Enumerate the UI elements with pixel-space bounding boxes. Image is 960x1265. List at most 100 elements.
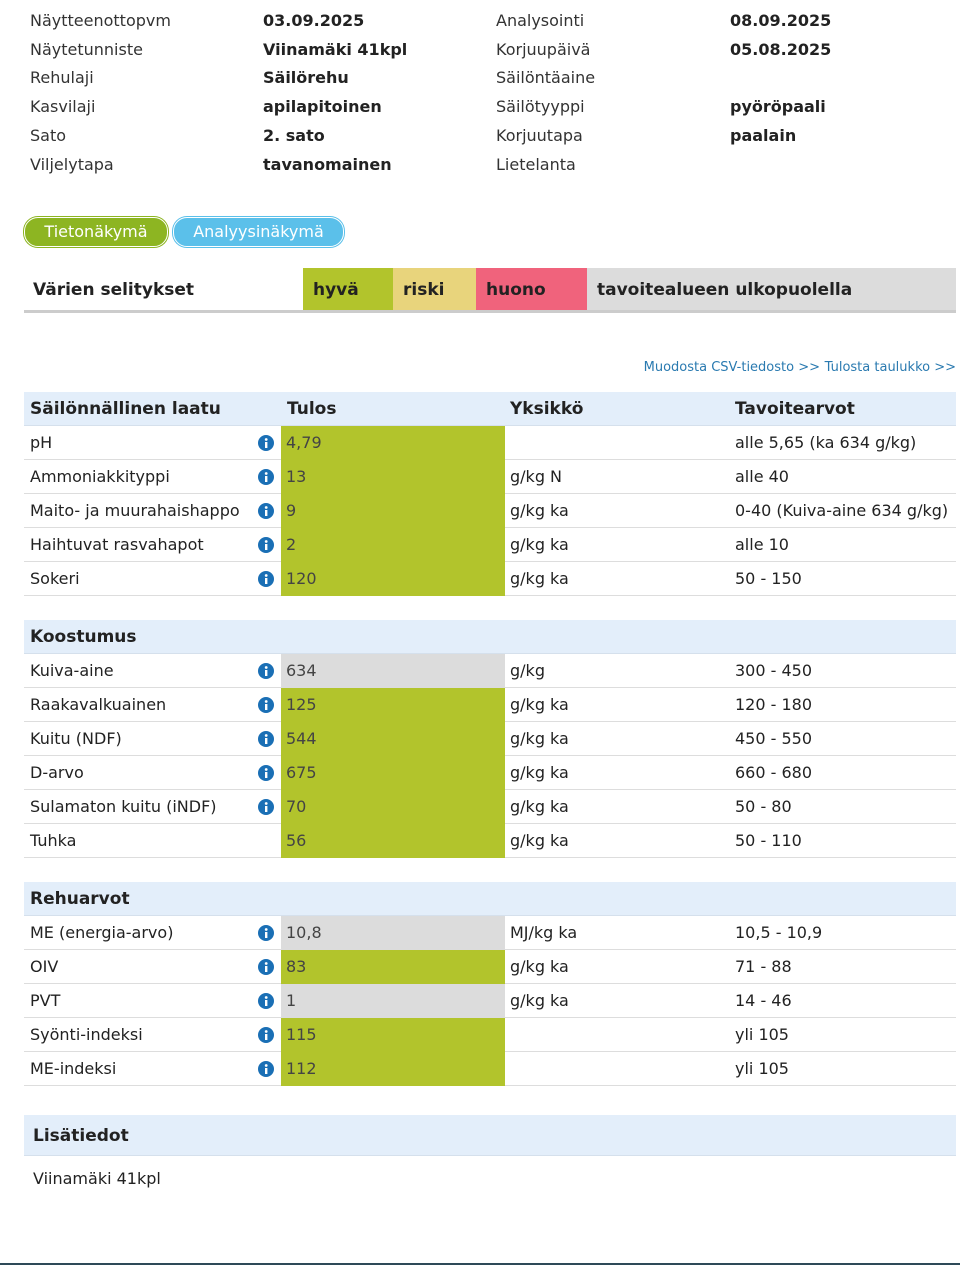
icon-glyph <box>264 928 268 938</box>
info-icon[interactable] <box>258 697 274 713</box>
target: alle 10 <box>735 535 789 554</box>
info-icon[interactable] <box>258 571 274 587</box>
info-icon[interactable] <box>258 993 274 1009</box>
unit: g/kg ka <box>510 957 569 976</box>
row-name: Kuiva-aine <box>30 661 114 680</box>
info-label: Näytetunniste <box>30 39 143 59</box>
info-label: Analysointi <box>496 11 585 30</box>
result-cell: 544 <box>281 722 505 756</box>
result-cell: 675 <box>281 756 505 790</box>
target: 660 - 680 <box>735 763 813 782</box>
target: 120 - 180 <box>735 695 813 714</box>
icon-glyph <box>264 996 268 1006</box>
icon-glyph <box>264 700 268 710</box>
result-cell: 70 <box>281 790 505 824</box>
legend-item: huono <box>476 268 587 310</box>
row-name: ME (energia-arvo) <box>30 923 174 942</box>
icon-glyph <box>264 734 268 744</box>
info-label: Säilöntäaine <box>496 68 596 88</box>
row-name: Ammoniakkityppi <box>30 467 170 486</box>
row-name: Syönti-indeksi <box>30 1025 143 1044</box>
tab[interactable]: Analyysinäkymä <box>173 217 344 247</box>
icon-glyph <box>264 438 268 448</box>
target: 14 - 46 <box>735 991 792 1010</box>
info-icon[interactable] <box>258 537 274 553</box>
result-cell: 13 <box>281 460 505 494</box>
info-icon[interactable] <box>258 1061 274 1077</box>
legend-title: Värien selitykset <box>33 280 195 300</box>
unit: MJ/kg ka <box>510 923 578 942</box>
icon-glyph <box>264 802 268 812</box>
info-icon[interactable] <box>258 799 274 815</box>
info-icon[interactable] <box>258 435 274 451</box>
target: 71 - 88 <box>735 957 792 976</box>
unit: g/kg ka <box>510 831 569 850</box>
row-name: D-arvo <box>30 763 84 782</box>
info-value: tavanomainen <box>263 154 392 174</box>
info-value: 2. sato <box>263 125 325 145</box>
unit: g/kg ka <box>510 763 569 782</box>
info-icon[interactable] <box>258 663 274 679</box>
row-name: Maito- ja muurahaishappo <box>30 501 240 520</box>
result-cell: 1 <box>281 984 505 1018</box>
info-icon[interactable] <box>258 959 274 975</box>
info-icon[interactable] <box>258 731 274 747</box>
icon-glyph <box>264 666 268 676</box>
info-icon[interactable] <box>258 469 274 485</box>
icon-glyph <box>264 962 268 972</box>
tab[interactable]: Tietonäkymä <box>24 217 168 247</box>
extra-header <box>24 1115 956 1156</box>
bottom-line <box>0 1263 960 1265</box>
info-label: Lietelanta <box>496 154 576 174</box>
target: 10,5 - 10,9 <box>735 923 823 942</box>
info-value: Säilörehu <box>263 68 349 88</box>
section-title: Säilönnällinen laatu <box>30 399 221 419</box>
column-header: Yksikkö <box>510 399 584 419</box>
icon-glyph <box>264 768 268 778</box>
print-link[interactable]: Tulosta taulukko >> <box>824 360 956 375</box>
icon-glyph <box>264 540 268 550</box>
unit: g/kg ka <box>510 535 569 554</box>
unit: g/kg ka <box>510 797 569 816</box>
info-icon[interactable] <box>258 925 274 941</box>
info-value: 08.09.2025 <box>730 11 832 30</box>
icon-glyph <box>264 574 268 584</box>
target: 300 - 450 <box>735 661 813 680</box>
info-icon[interactable] <box>258 1027 274 1043</box>
info-label: Korjuutapa <box>496 125 583 145</box>
section-header <box>24 392 956 426</box>
column-header: Tavoitearvot <box>735 399 855 419</box>
row-name: Sulamaton kuitu (iNDF) <box>30 797 217 816</box>
info-label: Rehulaji <box>30 68 94 88</box>
legend-bar <box>24 268 956 313</box>
result-cell: 9 <box>281 494 505 528</box>
unit: g/kg ka <box>510 569 569 588</box>
info-value: paalain <box>730 125 797 145</box>
csv-link[interactable]: Muodosta CSV-tiedosto >> <box>643 360 820 375</box>
unit: g/kg <box>510 661 545 680</box>
row-name: PVT <box>30 991 61 1010</box>
unit: g/kg ka <box>510 501 569 520</box>
row-name: Raakavalkuainen <box>30 695 167 714</box>
target: 0-40 (Kuiva-aine 634 g/kg) <box>735 501 949 520</box>
row-name: Haihtuvat rasvahapot <box>30 535 204 554</box>
info-icon[interactable] <box>258 503 274 519</box>
icon-glyph <box>264 1064 268 1074</box>
legend-item: tavoitealueen ulkopuolella <box>587 268 956 310</box>
target: 50 - 150 <box>735 569 802 588</box>
info-label: Viljelytapa <box>30 154 114 174</box>
info-icon[interactable] <box>258 765 274 781</box>
section-title: Koostumus <box>30 627 137 647</box>
icon-glyph <box>264 472 268 482</box>
result-cell: 83 <box>281 950 505 984</box>
icon-glyph <box>264 506 268 516</box>
row-name: OIV <box>30 957 59 976</box>
info-label: Sato <box>30 125 67 145</box>
section-header <box>24 620 956 654</box>
row-name: pH <box>30 433 53 452</box>
extra-title: Lisätiedot <box>33 1126 129 1146</box>
result-cell: 10,8 <box>281 916 505 950</box>
target: yli 105 <box>735 1025 789 1044</box>
info-value: apilapitoinen <box>263 97 382 117</box>
row-name: Kuitu (NDF) <box>30 729 122 748</box>
